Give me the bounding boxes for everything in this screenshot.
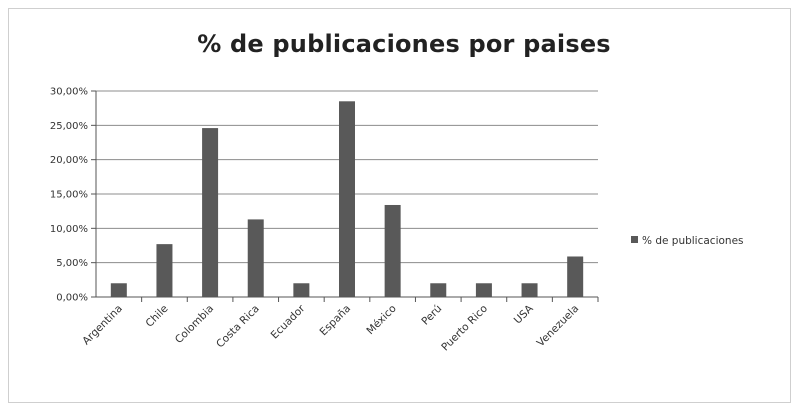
bars xyxy=(110,101,584,297)
bar xyxy=(110,283,127,297)
y-tick-label: 5,00% xyxy=(56,258,88,269)
y-tick-label: 10,00% xyxy=(50,224,88,235)
bar xyxy=(247,219,264,297)
x-tick-label: Colombia xyxy=(173,303,216,346)
x-tick-label: USA xyxy=(512,302,536,326)
bar xyxy=(475,283,492,297)
y-tick-label: 20,00% xyxy=(50,155,88,166)
bar xyxy=(293,283,310,297)
y-tick-label: 30,00% xyxy=(50,87,88,98)
x-tick-label: Perú xyxy=(419,303,444,328)
legend-label: % de publicaciones xyxy=(642,235,744,247)
x-tick-label: Argentina xyxy=(80,303,125,348)
bar xyxy=(521,283,538,297)
bar xyxy=(384,204,401,297)
x-tick-label: Chile xyxy=(144,303,171,330)
x-axis xyxy=(95,91,599,302)
x-tick-label: Costa Rica xyxy=(214,303,262,351)
bar xyxy=(567,256,584,297)
chart-title: % de publicaciones por paises xyxy=(197,30,611,58)
x-tick-label: Venezuela xyxy=(535,303,582,350)
bar xyxy=(202,128,219,297)
x-tick-label: México xyxy=(364,303,398,337)
y-tick-label: 15,00% xyxy=(50,190,88,201)
legend: % de publicaciones xyxy=(631,235,744,247)
legend-swatch xyxy=(631,236,638,243)
y-axis-ticks: 0,00% 5,00% 10,00% 15,00% 20,00% 25,00% 30,00% xyxy=(50,87,96,304)
y-tick-label: 0,00% xyxy=(56,293,88,304)
x-tick-label: Ecuador xyxy=(269,302,308,341)
bar xyxy=(339,101,355,297)
bar xyxy=(430,283,447,297)
x-tick-label: Puerto Rico xyxy=(439,303,490,354)
y-tick-label: 25,00% xyxy=(50,121,88,132)
bar xyxy=(156,244,173,297)
x-tick-label: España xyxy=(318,303,354,339)
